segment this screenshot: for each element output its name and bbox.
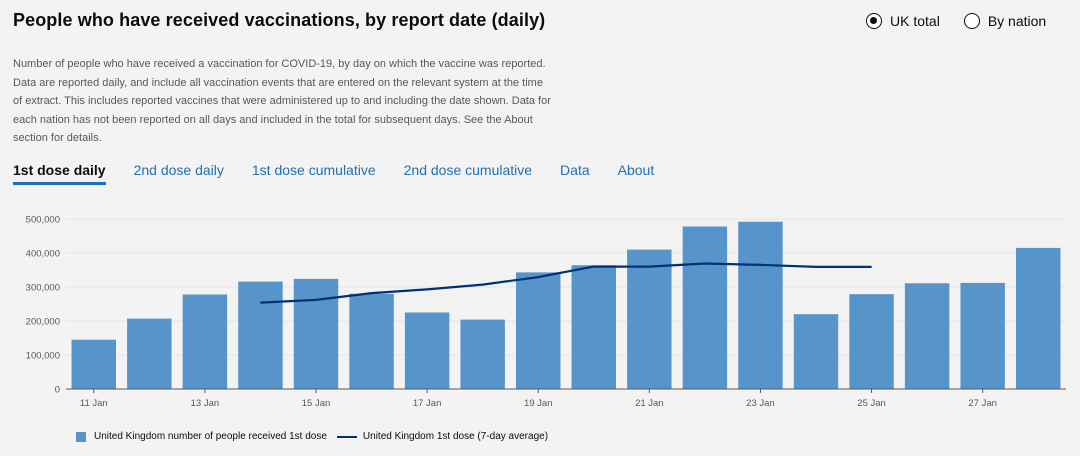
tab-1st-dose-cumulative[interactable]: 1st dose cumulative — [251, 162, 376, 178]
y-tick-label: 200,000 — [26, 317, 60, 328]
x-tick-label: 21 Jan — [635, 398, 664, 409]
bar — [738, 221, 783, 389]
y-tick-label: 0 — [55, 385, 60, 396]
tab-1st-dose-daily[interactable]: 1st dose daily — [13, 162, 106, 185]
radio-by-nation-label[interactable]: By nation — [987, 13, 1047, 29]
page-title: People who have received vaccinations, b… — [13, 10, 546, 30]
bar — [627, 249, 672, 389]
bar — [238, 281, 283, 389]
bar — [127, 318, 172, 389]
bar — [1016, 247, 1061, 389]
bar — [71, 339, 116, 389]
tab-data[interactable]: Data — [560, 162, 590, 178]
x-tick-label: 25 Jan — [857, 398, 886, 409]
bar — [960, 282, 1005, 389]
legend-bar-label: United Kingdom number of people received… — [94, 431, 327, 442]
x-tick-label: 13 Jan — [191, 398, 220, 409]
tab-2nd-dose-cumulative[interactable]: 2nd dose cumulative — [403, 162, 533, 178]
bar — [182, 294, 228, 389]
chart-description: Number of people who have received a vac… — [13, 58, 551, 145]
x-tick-label: 15 Jan — [302, 398, 331, 409]
x-tick-label: 11 Jan — [80, 398, 108, 409]
x-tick-label: 17 Jan — [413, 398, 442, 409]
bar — [849, 294, 894, 389]
y-tick-label: 400,000 — [26, 249, 60, 260]
chart-legend: United Kingdom number of people received… — [76, 431, 548, 442]
radio-by-nation-indicator[interactable] — [963, 13, 980, 29]
chart-tabs: 1st dose daily 2nd dose daily 1st dose c… — [13, 162, 682, 185]
y-tick-label: 500,000 — [26, 215, 60, 226]
view-radio-group: UK total By nation — [866, 13, 1046, 29]
vaccination-chart: 0 100,000 200,000 300,000 400,000 500,000 11 J… — [26, 215, 1066, 409]
bar — [682, 226, 728, 389]
y-tick-label: 300,000 — [26, 283, 60, 294]
x-tick-label: 23 Jan — [746, 398, 775, 409]
radio-uk-total-indicator[interactable] — [866, 13, 882, 29]
legend-bar-swatch — [76, 431, 86, 442]
legend-line-swatch — [336, 435, 357, 438]
tab-2nd-dose-daily[interactable]: 2nd dose daily — [133, 162, 224, 178]
x-tick-label: 27 Jan — [968, 398, 997, 409]
bar — [404, 312, 450, 389]
bar — [793, 314, 839, 389]
radio-uk-total[interactable]: UK total — [866, 13, 940, 29]
bar — [460, 319, 505, 389]
bar — [349, 293, 394, 389]
bar — [571, 265, 616, 389]
bar — [293, 278, 339, 389]
radio-uk-total-label[interactable]: UK total — [890, 13, 940, 29]
x-tick-label: 19 Jan — [524, 398, 553, 409]
bar — [904, 283, 950, 389]
legend-line-label: United Kingdom 1st dose (7-day average) — [362, 431, 549, 442]
average-line — [260, 262, 872, 304]
tab-about[interactable]: About — [617, 162, 655, 178]
radio-by-nation[interactable]: By nation — [963, 13, 1047, 29]
bar — [516, 272, 561, 389]
y-tick-label: 100,000 — [26, 351, 60, 362]
